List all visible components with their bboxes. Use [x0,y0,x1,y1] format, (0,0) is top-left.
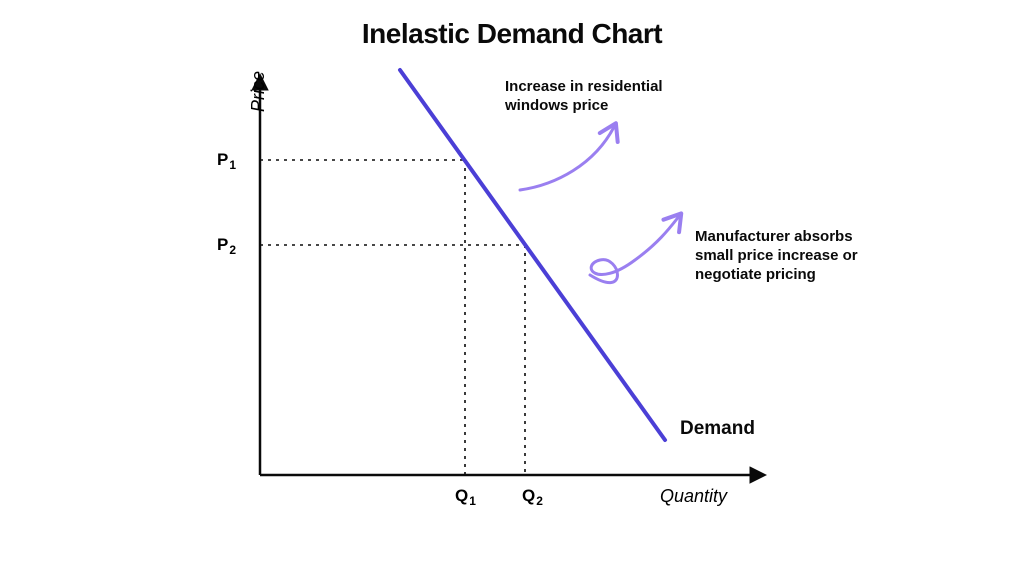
q2-tick-label: Q2 [522,486,543,508]
p2-tick-label: P2 [217,235,236,257]
p1-tick-label: P1 [217,150,236,172]
x-axis-label: Quantity [660,486,727,507]
y-axis-label: Price [248,71,269,112]
annotation-manufacturer: Manufacturer absorbs small price increas… [695,228,858,284]
q1-tick-label: Q1 [455,486,476,508]
annotation-price-increase: Increase in residential windows price [505,78,663,116]
demand-line-label: Demand [680,418,755,440]
